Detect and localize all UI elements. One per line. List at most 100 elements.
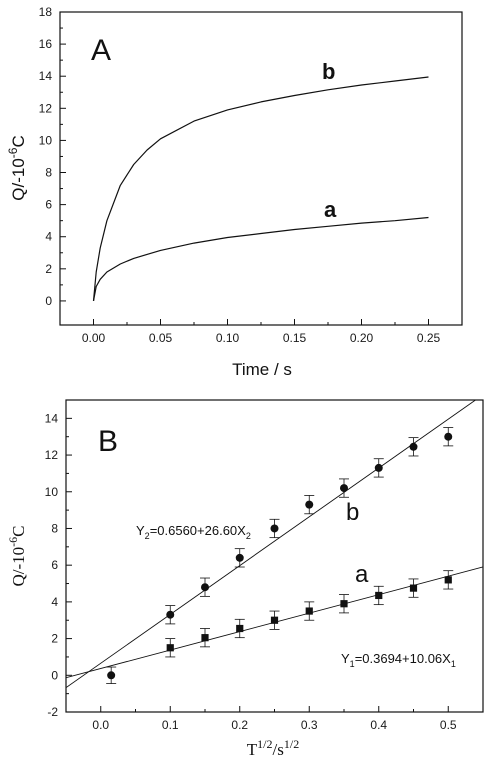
panel-a-ticks: 0.00 0.05 0.10 0.15 0.20 0.25 0 2 4 6 8 10 12 14 16 18 xyxy=(39,5,441,345)
eq-b-main: Y xyxy=(136,523,145,538)
panel-a-y-tick-label: 8 xyxy=(45,166,52,180)
panel-b-point-a xyxy=(408,578,419,598)
panel-b-point-b xyxy=(373,458,384,478)
panel-b-points xyxy=(106,427,454,684)
panel-b-point-origin xyxy=(106,666,117,684)
panel-a-y-title-main: Q/-10 xyxy=(9,158,28,201)
panel-b-series-label-b: b xyxy=(346,499,359,526)
panel-b-y-tick-label: 4 xyxy=(51,595,58,609)
eq-b-rest: =0.6560+26.60X xyxy=(150,523,246,538)
eq-b-sub1: 2 xyxy=(145,531,150,541)
panel-a-x-tick-label: 0.00 xyxy=(82,331,106,345)
panel-a-y-tick-label: 12 xyxy=(39,101,53,115)
panel-b-y-tick-label: 12 xyxy=(45,448,59,462)
panel-b-point-b xyxy=(408,437,419,457)
panel-b-y-tick-label: 14 xyxy=(45,411,59,425)
panel-b-point-a xyxy=(304,601,315,621)
panel-b-x-tick-label: 0.2 xyxy=(231,718,248,732)
panel-b-x-title-main: T xyxy=(247,740,258,759)
panel-b-point-a-marker xyxy=(270,616,279,624)
panel-b-point-b xyxy=(165,605,176,625)
eq-b-sub2: 2 xyxy=(246,531,251,541)
panel-a-y-title-exponent: -6 xyxy=(6,147,20,158)
panel-a-y-tick-label: 18 xyxy=(39,5,53,19)
panel-a-y-title-unit: C xyxy=(9,135,28,147)
panel-b-point-a xyxy=(165,638,176,658)
panel-b-point-a-marker xyxy=(375,591,383,600)
panel-a-x-tick-label: 0.25 xyxy=(417,331,441,345)
panel-b-fit-line-b xyxy=(66,400,477,689)
panel-a-y-tick-label: 10 xyxy=(39,133,53,147)
eq-a-main: Y xyxy=(341,651,350,666)
panel-a-plot-frame xyxy=(59,11,463,326)
panel-b-point-a xyxy=(373,585,384,606)
panel-a-x-tick-label: 0.15 xyxy=(283,331,307,345)
panel-b-point-b-marker xyxy=(374,463,383,472)
panel-b-x-axis-title: T1/2/s1/2 xyxy=(247,737,299,759)
panel-b-point-a xyxy=(200,628,210,648)
panel-b-point-b xyxy=(304,495,315,515)
panel-b-point-a-marker xyxy=(305,607,313,615)
panel-b-point-a-marker xyxy=(444,576,452,584)
panel-b-y-tick-label: 2 xyxy=(51,632,58,646)
panel-b-y-tick-label: 8 xyxy=(51,521,58,535)
panel-b-point-a xyxy=(443,570,454,590)
panel-b-x-tick-label: 0.3 xyxy=(301,718,318,732)
panel-a-y-tick-label: 6 xyxy=(45,198,52,212)
panel-b-fit-lines xyxy=(66,400,483,689)
panel-b-y-title-exponent: -6 xyxy=(6,537,20,547)
eq-a-rest: =0.3694+10.06X xyxy=(355,651,451,666)
panel-b-point-b xyxy=(339,478,349,498)
panel-b-point-a-marker xyxy=(236,624,244,633)
panel-b-y-tick-label: 10 xyxy=(45,485,59,499)
panel-b-y-tick-label: -2 xyxy=(47,705,58,719)
panel-b-point-b xyxy=(443,427,454,447)
panel-b-series-label-a: a xyxy=(355,561,369,588)
eq-a-sub1: 1 xyxy=(350,659,355,669)
panel-a-y-tick-label: 16 xyxy=(39,37,53,51)
panel-a-y-axis-title: Q/-10-6C xyxy=(6,135,28,200)
panel-b-equation-b: Y2=0.6560+26.60X2 xyxy=(136,523,251,541)
panel-b-point-origin-marker xyxy=(107,671,116,680)
panel-b-point-b-marker xyxy=(444,432,453,441)
panel-a-series-label-a: a xyxy=(324,197,337,222)
panel-a-series-label-b: b xyxy=(322,59,335,84)
panel-b-point-a-marker xyxy=(340,600,348,608)
panel-b-point-a xyxy=(339,594,349,614)
panel-b-equation-a: Y1=0.3694+10.06X1 xyxy=(341,651,456,669)
panel-a-x-tick-label: 0.20 xyxy=(350,331,374,345)
panel-b-y-axis-title: Q/-10-6C xyxy=(6,525,28,586)
panel-b-letter: B xyxy=(98,425,118,458)
panel-a-curve-a xyxy=(92,216,429,302)
panel-b-x-title-sup1: 1/2 xyxy=(257,737,272,751)
panel-a-x-tick-label: 0.05 xyxy=(149,331,173,345)
panel-b-point-b-marker xyxy=(340,484,348,493)
eq-a-sub2: 1 xyxy=(451,659,456,669)
panel-a-y-tick-label: 14 xyxy=(39,69,53,83)
panel-b-point-b xyxy=(200,577,210,597)
panel-a-curve-b xyxy=(92,76,429,301)
panel-a-y-tick-label: 4 xyxy=(45,230,52,244)
panel-b-point-b-marker xyxy=(166,610,175,619)
panel-a-x-axis-title: Time / s xyxy=(232,360,292,379)
panel-b-x-title-mid: /s xyxy=(273,740,284,759)
panel-a-y-tick-label: 2 xyxy=(45,262,52,276)
panel-b-x-tick-label: 0.0 xyxy=(92,718,109,732)
panel-a: A 0.00 0.05 0.10 0.15 0.20 0.25 0 2 4 6 8 10 12 14 16 1… xyxy=(6,5,463,379)
panel-b-point-b-marker xyxy=(305,500,314,509)
panel-a-y-tick-label: 0 xyxy=(45,294,52,308)
panel-b-y-tick-label: 6 xyxy=(51,558,58,572)
panel-b-point-a-marker xyxy=(166,644,174,652)
panel-b-point-b-marker xyxy=(409,442,418,451)
panel-a-x-tick-label: 0.10 xyxy=(216,331,240,345)
panel-b-x-tick-label: 0.1 xyxy=(162,718,179,732)
panel-a-letter: A xyxy=(91,34,111,67)
panel-b-point-b xyxy=(234,548,245,568)
panel-b-point-a xyxy=(234,618,245,639)
panel-b-y-tick-label: 0 xyxy=(51,668,58,682)
panel-b-point-a-marker xyxy=(201,634,209,642)
panel-b-point-b-marker xyxy=(201,583,209,592)
panel-b-x-title-sup2: 1/2 xyxy=(284,737,299,751)
panel-b-x-tick-label: 0.5 xyxy=(440,718,457,732)
